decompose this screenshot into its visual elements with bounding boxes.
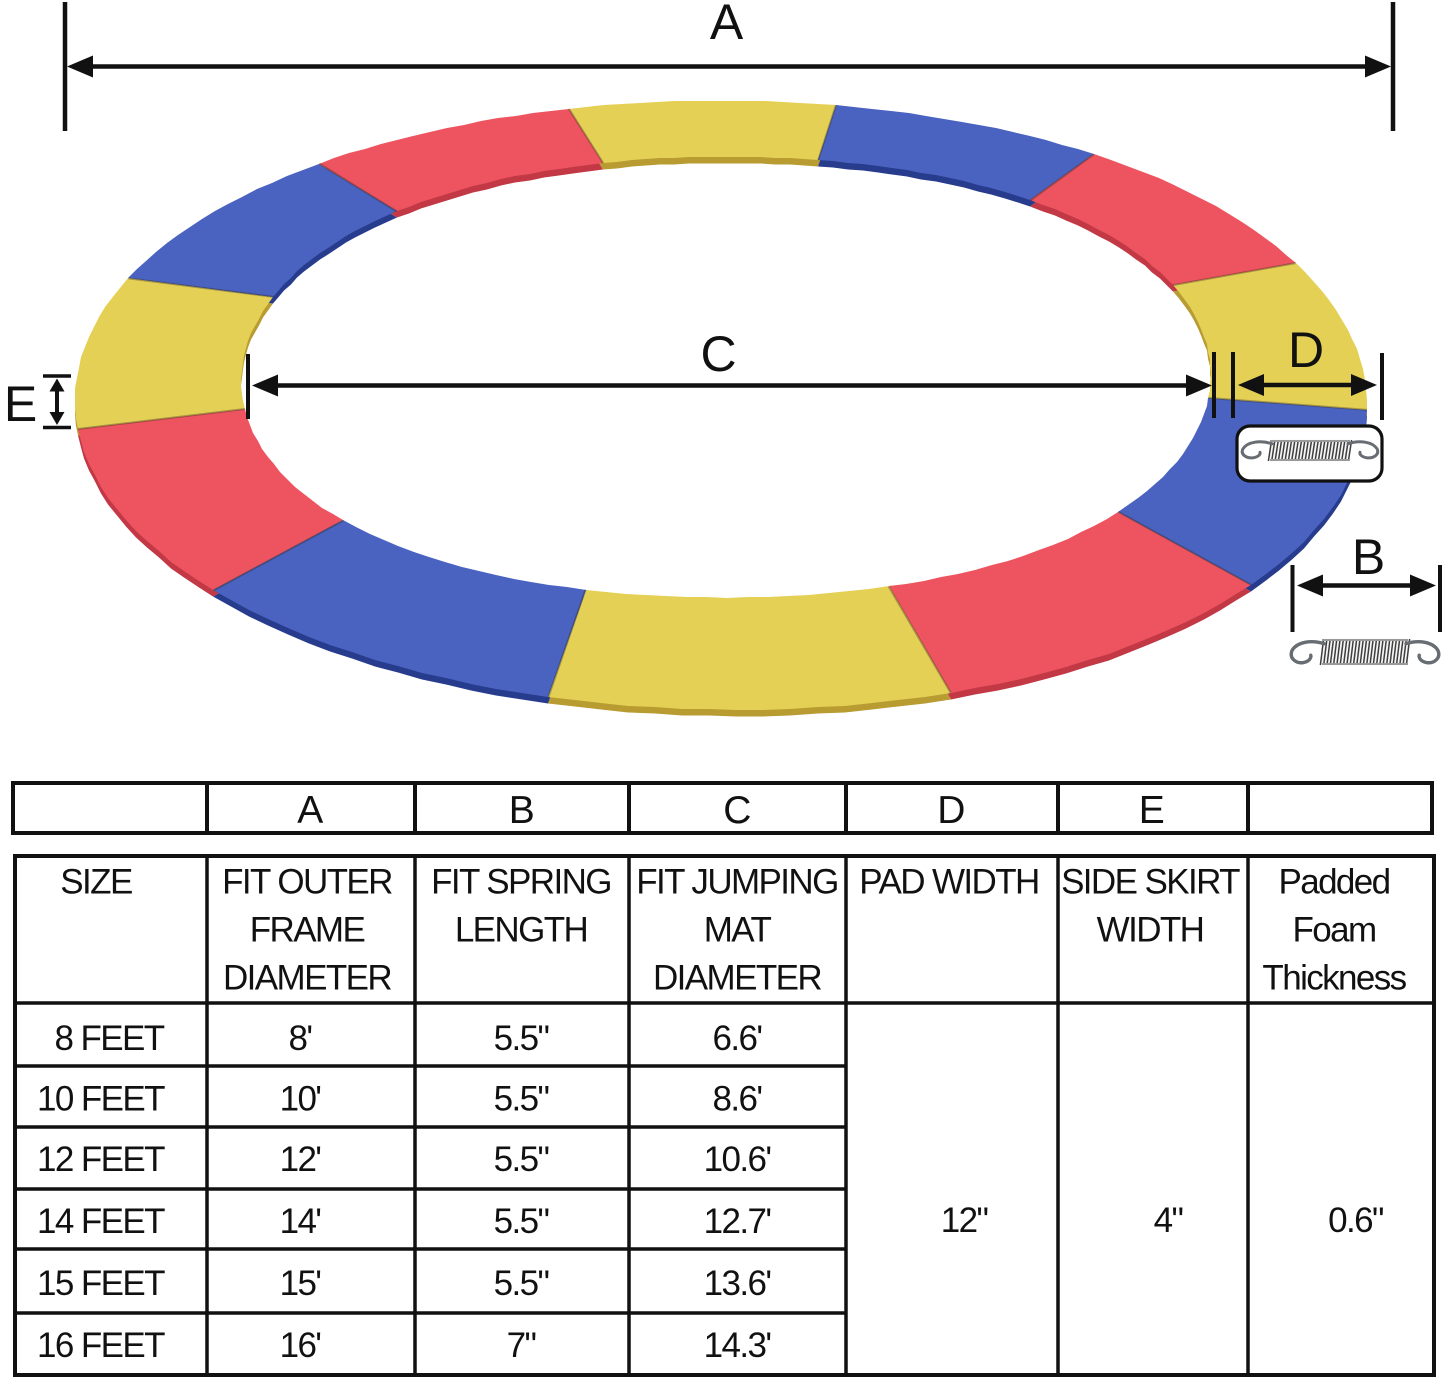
svg-text:B: B	[1352, 529, 1385, 585]
svg-text:FRAME: FRAME	[250, 911, 365, 950]
svg-text:10.6': 10.6'	[704, 1140, 771, 1179]
svg-text:10': 10'	[280, 1080, 321, 1119]
svg-text:12.7': 12.7'	[704, 1202, 771, 1241]
svg-text:D: D	[937, 789, 964, 832]
svg-text:DIAMETER: DIAMETER	[653, 959, 821, 998]
svg-text:7": 7"	[507, 1326, 536, 1365]
svg-text:5.5": 5.5"	[494, 1080, 549, 1119]
svg-text:5.5": 5.5"	[494, 1019, 549, 1058]
svg-text:Foam: Foam	[1292, 911, 1375, 950]
svg-text:5.5": 5.5"	[494, 1202, 549, 1241]
svg-text:C: C	[700, 326, 736, 382]
svg-text:D: D	[1288, 322, 1324, 378]
svg-text:8.6': 8.6'	[713, 1080, 762, 1119]
svg-text:FIT OUTER: FIT OUTER	[222, 863, 392, 902]
svg-text:LENGTH: LENGTH	[455, 911, 587, 950]
svg-text:6.6': 6.6'	[713, 1019, 762, 1058]
svg-text:12": 12"	[941, 1201, 988, 1240]
svg-text:SIZE: SIZE	[60, 863, 132, 902]
svg-text:14.3': 14.3'	[704, 1326, 771, 1365]
svg-text:E: E	[4, 376, 37, 432]
svg-text:13.6': 13.6'	[704, 1264, 771, 1303]
svg-text:FIT JUMPING: FIT JUMPING	[636, 863, 837, 902]
svg-text:15': 15'	[280, 1264, 321, 1303]
svg-text:WIDTH: WIDTH	[1097, 911, 1204, 950]
svg-text:SIDE SKIRT: SIDE SKIRT	[1061, 863, 1240, 902]
svg-text:A: A	[710, 0, 744, 50]
svg-text:MAT: MAT	[704, 911, 772, 950]
svg-text:C: C	[723, 789, 750, 832]
svg-text:Padded: Padded	[1278, 863, 1389, 902]
svg-text:14': 14'	[280, 1202, 321, 1241]
svg-text:14 FEET: 14 FEET	[37, 1202, 165, 1241]
svg-text:8': 8'	[289, 1019, 312, 1058]
svg-text:A: A	[297, 789, 323, 832]
svg-text:Thickness: Thickness	[1262, 959, 1406, 998]
svg-text:0.6": 0.6"	[1328, 1201, 1383, 1240]
svg-text:5.5": 5.5"	[494, 1140, 549, 1179]
svg-text:10 FEET: 10 FEET	[37, 1080, 165, 1119]
svg-text:16': 16'	[280, 1326, 321, 1365]
svg-text:FIT SPRING: FIT SPRING	[431, 863, 611, 902]
svg-text:8 FEET: 8 FEET	[54, 1019, 164, 1058]
svg-text:12 FEET: 12 FEET	[37, 1140, 165, 1179]
svg-text:DIAMETER: DIAMETER	[223, 959, 391, 998]
svg-text:5.5": 5.5"	[494, 1264, 549, 1303]
svg-text:B: B	[509, 789, 533, 832]
svg-text:E: E	[1139, 789, 1164, 832]
svg-text:12': 12'	[280, 1140, 321, 1179]
svg-text:15 FEET: 15 FEET	[37, 1264, 165, 1303]
svg-text:4": 4"	[1154, 1201, 1183, 1240]
svg-text:PAD WIDTH: PAD WIDTH	[859, 863, 1038, 902]
svg-text:16 FEET: 16 FEET	[37, 1326, 165, 1365]
